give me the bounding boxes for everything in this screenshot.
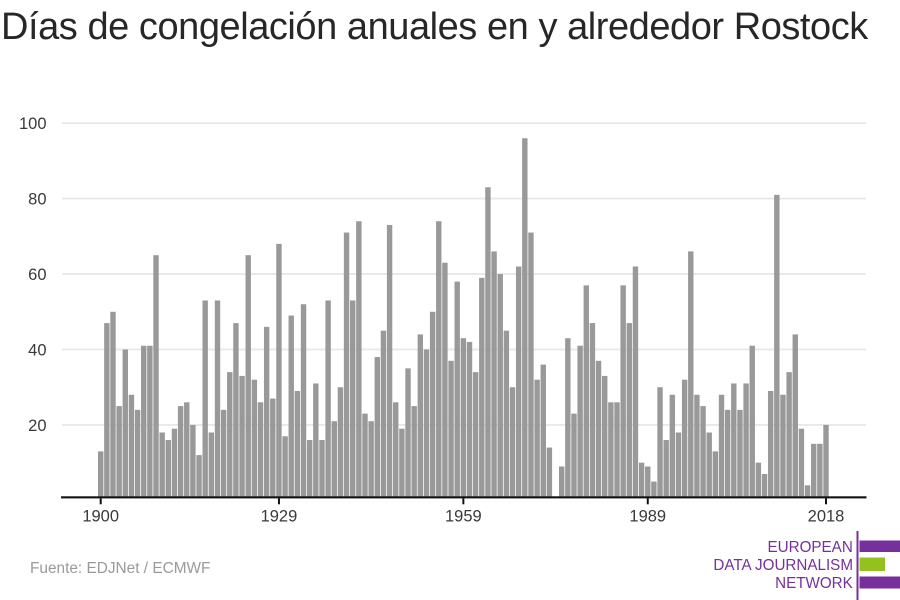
svg-text:80: 80 bbox=[28, 190, 46, 208]
svg-text:40: 40 bbox=[28, 341, 46, 359]
svg-text:1989: 1989 bbox=[629, 508, 666, 526]
svg-text:1929: 1929 bbox=[261, 508, 298, 526]
svg-text:60: 60 bbox=[28, 266, 46, 284]
svg-text:2018: 2018 bbox=[808, 508, 845, 526]
svg-text:1959: 1959 bbox=[445, 508, 482, 526]
svg-text:100: 100 bbox=[19, 115, 47, 133]
svg-text:20: 20 bbox=[28, 417, 46, 435]
svg-text:1900: 1900 bbox=[82, 508, 119, 526]
